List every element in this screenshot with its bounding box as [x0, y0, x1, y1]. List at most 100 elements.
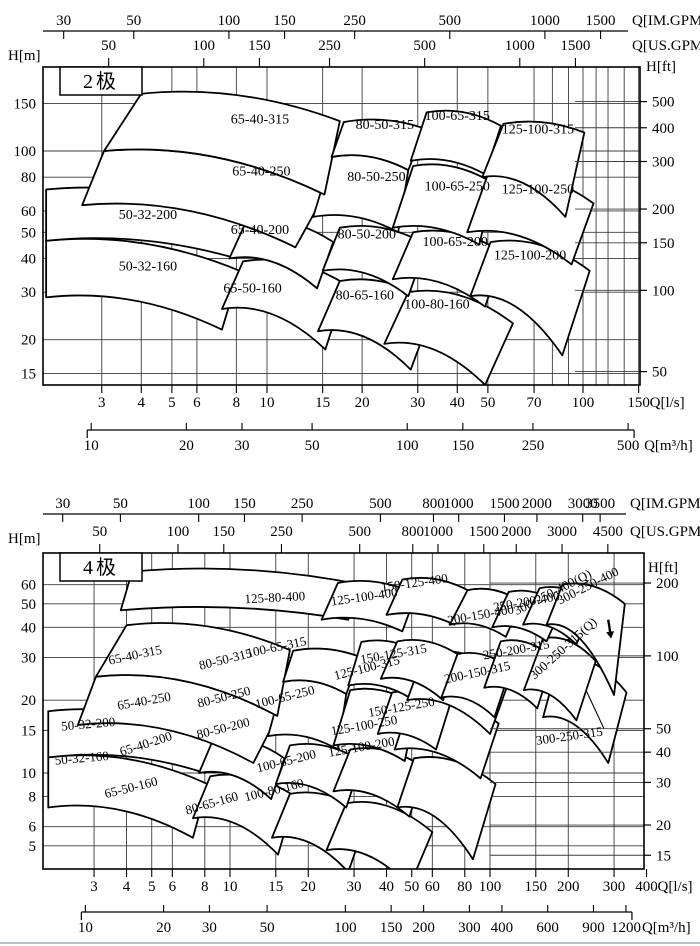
pump-regions: [47, 567, 628, 869]
pump-region-100-80-160: [325, 801, 434, 869]
left-axis-unit-label: H[m]: [8, 48, 41, 64]
right-axis-tick-label: 30: [656, 775, 671, 791]
left-axis-tick-label: 30: [21, 285, 36, 301]
im-gpm-tick-label: 500: [439, 13, 462, 29]
pump-region-label: 65-40-250: [232, 164, 290, 179]
bottom-axis-tick-label: 80: [457, 879, 472, 895]
pump-region-label: 50-32-160: [54, 748, 109, 768]
right-axis-unit-label: H[ft]: [648, 560, 678, 576]
im-gpm-tick-label: 250: [291, 496, 314, 512]
us-gpm-tick-label: 100: [193, 38, 216, 54]
bottom-axis-tick-label: 50: [480, 395, 495, 411]
bottom-axis-tick-label: 300: [603, 879, 626, 895]
ft-gridlines: [490, 582, 651, 856]
page-bottom-divider: [0, 942, 700, 944]
right-axis-tick-label: 400: [652, 121, 675, 137]
bottom-axis-tick-label: 15: [315, 395, 330, 411]
bottom-axis-tick-label: 20: [301, 879, 316, 895]
left-axis-tick-label: 15: [21, 723, 36, 739]
pole-label-box: [59, 552, 143, 582]
bottom-axis-tick-label: 4: [123, 879, 131, 895]
bottom-axis-unit-label: Q[l/s]: [658, 879, 693, 895]
bottom-axis-tick-label: 150: [525, 879, 548, 895]
bottom-axis-tick-label: 15: [268, 879, 283, 895]
m3h-tick-label: 400: [491, 920, 514, 936]
bottom-axis-tick-label: 3: [90, 879, 98, 895]
us-gpm-tick-label: 800: [402, 524, 425, 540]
pump-region-label: 50-32-160: [119, 260, 177, 275]
us-gpm-unit-label: Q[US.GPM]: [632, 38, 700, 54]
pump-regions: [45, 90, 595, 385]
us-gpm-tick-label: 1500: [560, 38, 590, 54]
im-gpm-tick-label: 50: [126, 13, 141, 29]
m3h-tick-label: 20: [156, 920, 171, 936]
m3h-tick-label: 100: [396, 438, 419, 454]
m3h-unit-label: Q[m³/h]: [644, 438, 693, 454]
bottom-axis-tick-label: 5: [168, 395, 176, 411]
m3h-tick-label: 150: [380, 920, 403, 936]
bottom-axis-tick-label: 150: [627, 395, 650, 411]
m3h-tick-label: 500: [617, 438, 640, 454]
pump-region-label: 80-50-315: [356, 118, 414, 133]
pole-label-box: [59, 66, 143, 96]
left-axis-tick-label: 50: [21, 597, 36, 613]
im-gpm-tick-label: 1500: [586, 13, 616, 29]
im-gpm-tick-label: 1000: [444, 496, 474, 512]
im-gpm-tick-label: 30: [56, 13, 71, 29]
right-axis-tick-label: 500: [652, 95, 675, 111]
pump-region-label: 125-100-200: [494, 249, 566, 264]
im-gpm-tick-label: 100: [218, 13, 241, 29]
m3h-tick-label: 600: [536, 920, 559, 936]
us-gpm-tick-label: 4500: [593, 524, 623, 540]
m3h-tick-label: 20: [179, 438, 194, 454]
pole-label: 2极: [83, 70, 119, 93]
left-axis-tick-label: 8: [29, 789, 37, 805]
pump-region-125-100-200: [469, 239, 591, 357]
pump-region-label: 65-40-200: [231, 223, 289, 238]
m3h-tick-label: 250: [522, 438, 545, 454]
us-gpm-tick-label: 1000: [505, 38, 535, 54]
bottom-axis-tick-label: 10: [223, 879, 238, 895]
us-gpm-tick-label: 2000: [501, 524, 531, 540]
m3h-tick-label: 150: [452, 438, 475, 454]
right-axis-tick-label: 150: [652, 236, 675, 252]
left-axis-tick-label: 5: [29, 839, 37, 855]
left-axis-tick-label: 80: [21, 170, 36, 186]
pump-region-125-100-315: [481, 120, 586, 218]
bottom-axis-tick-label: 200: [557, 879, 580, 895]
bottom-axis-tick-label: 400: [635, 879, 658, 895]
pump-region-label: 125-100-315: [502, 123, 574, 138]
m3h-tick-label: 10: [78, 920, 93, 936]
us-gpm-tick-label: 150: [248, 38, 271, 54]
pump-region-65-40-315: [103, 90, 341, 196]
pump-region-label: 50-32-200: [61, 714, 116, 734]
pump-region-100-80-160: [383, 289, 514, 385]
pump-region-label: 100-80-160: [404, 298, 469, 313]
us-gpm-tick-label: 3000: [547, 524, 577, 540]
im-gpm-tick-label: 250: [343, 13, 366, 29]
us-gpm-tick-label: 50: [92, 524, 107, 540]
left-axis-tick-label: 40: [21, 251, 36, 267]
m3h-tick-label: 50: [305, 438, 320, 454]
im-gpm-tick-label: 1500: [489, 496, 519, 512]
pump-region-label: 65-40-315: [231, 112, 289, 127]
left-axis-tick-label: 10: [21, 766, 36, 782]
bottom-axis-tick-label: 4: [138, 395, 146, 411]
left-axis-tick-label: 60: [21, 578, 36, 594]
m3h-tick-label: 300: [458, 920, 481, 936]
m3h-tick-label: 1200: [611, 920, 641, 936]
bottom-axis-tick-label: 100: [479, 879, 502, 895]
m3h-unit-label: Q[m³/h]: [642, 920, 691, 936]
left-axis-tick-label: 15: [21, 366, 36, 382]
plot-box: [42, 552, 645, 870]
us-gpm-tick-label: 250: [270, 524, 293, 540]
bottom-axis-tick-label: 30: [410, 395, 425, 411]
pump-region-100-65-315: [409, 109, 502, 176]
im-gpm-tick-label: 30: [55, 496, 70, 512]
us-gpm-tick-label: 250: [318, 38, 341, 54]
im-gpm-tick-label: 100: [187, 496, 210, 512]
bottom-axis-tick-label: 6: [193, 395, 201, 411]
bottom-axis-tick-label: 100: [572, 395, 595, 411]
